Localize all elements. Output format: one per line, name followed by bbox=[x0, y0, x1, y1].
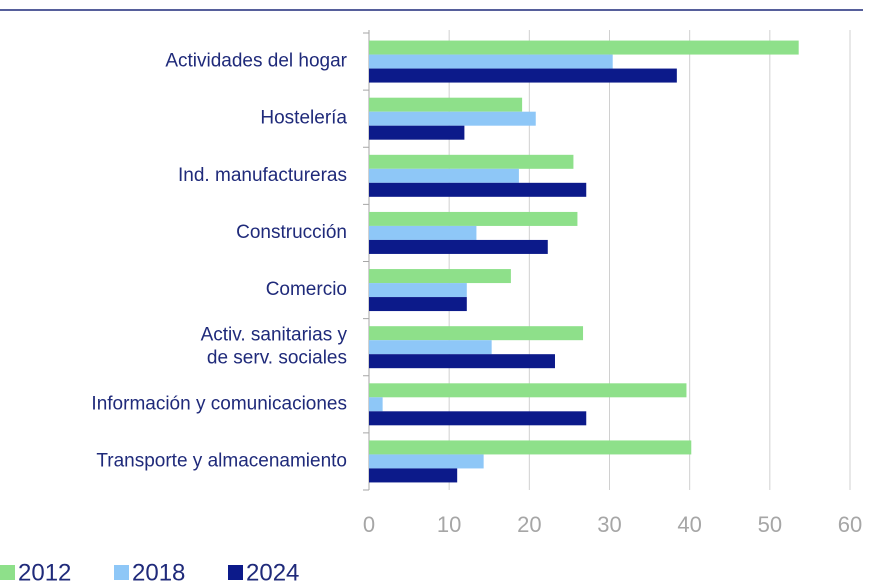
y-tick-label: Ind. manufactureras bbox=[178, 165, 347, 186]
y-tick-label: Activ. sanitarias y bbox=[201, 325, 348, 346]
legend-label: 2024 bbox=[246, 559, 299, 585]
y-tick-label: Construcción bbox=[236, 222, 347, 243]
bar bbox=[369, 411, 587, 426]
bar bbox=[369, 340, 492, 355]
bar bbox=[369, 225, 477, 240]
y-tick-label: Información y comunicaciones bbox=[91, 393, 347, 414]
y-tick-label: Hostelería bbox=[260, 108, 347, 129]
bar bbox=[369, 68, 677, 83]
bar bbox=[369, 154, 574, 169]
bar bbox=[369, 383, 687, 398]
legend-label: 2012 bbox=[18, 559, 71, 585]
y-tick-label: Comercio bbox=[266, 279, 347, 300]
x-tick-label: 50 bbox=[758, 512, 782, 537]
bar bbox=[369, 468, 458, 483]
bar bbox=[369, 283, 467, 298]
bar bbox=[369, 269, 511, 284]
bar bbox=[369, 239, 548, 254]
bar bbox=[369, 40, 799, 55]
x-tick-label: 40 bbox=[677, 512, 701, 537]
x-tick-label: 60 bbox=[838, 512, 862, 537]
bar bbox=[369, 354, 555, 369]
legend-label: 2018 bbox=[132, 559, 185, 585]
bar bbox=[369, 125, 465, 140]
y-tick-label: Actividades del hogar bbox=[165, 51, 347, 72]
legend-swatch bbox=[0, 565, 15, 580]
bar bbox=[369, 326, 584, 341]
bar bbox=[369, 168, 519, 183]
bar bbox=[369, 297, 467, 312]
bar bbox=[369, 440, 692, 455]
x-tick-label: 0 bbox=[363, 512, 375, 537]
x-tick-label: 20 bbox=[517, 512, 541, 537]
bar bbox=[369, 454, 484, 469]
bar bbox=[369, 397, 383, 412]
legend-swatch bbox=[228, 565, 243, 580]
bar bbox=[369, 211, 578, 226]
bar bbox=[369, 111, 536, 126]
x-tick-label: 10 bbox=[437, 512, 461, 537]
bar bbox=[369, 54, 613, 69]
legend-swatch bbox=[114, 565, 129, 580]
bar bbox=[369, 182, 587, 197]
y-tick-label: de serv. sociales bbox=[207, 348, 347, 369]
x-tick-label: 30 bbox=[597, 512, 621, 537]
bar bbox=[369, 97, 523, 112]
y-tick-label: Transporte y almacenamiento bbox=[96, 450, 347, 471]
